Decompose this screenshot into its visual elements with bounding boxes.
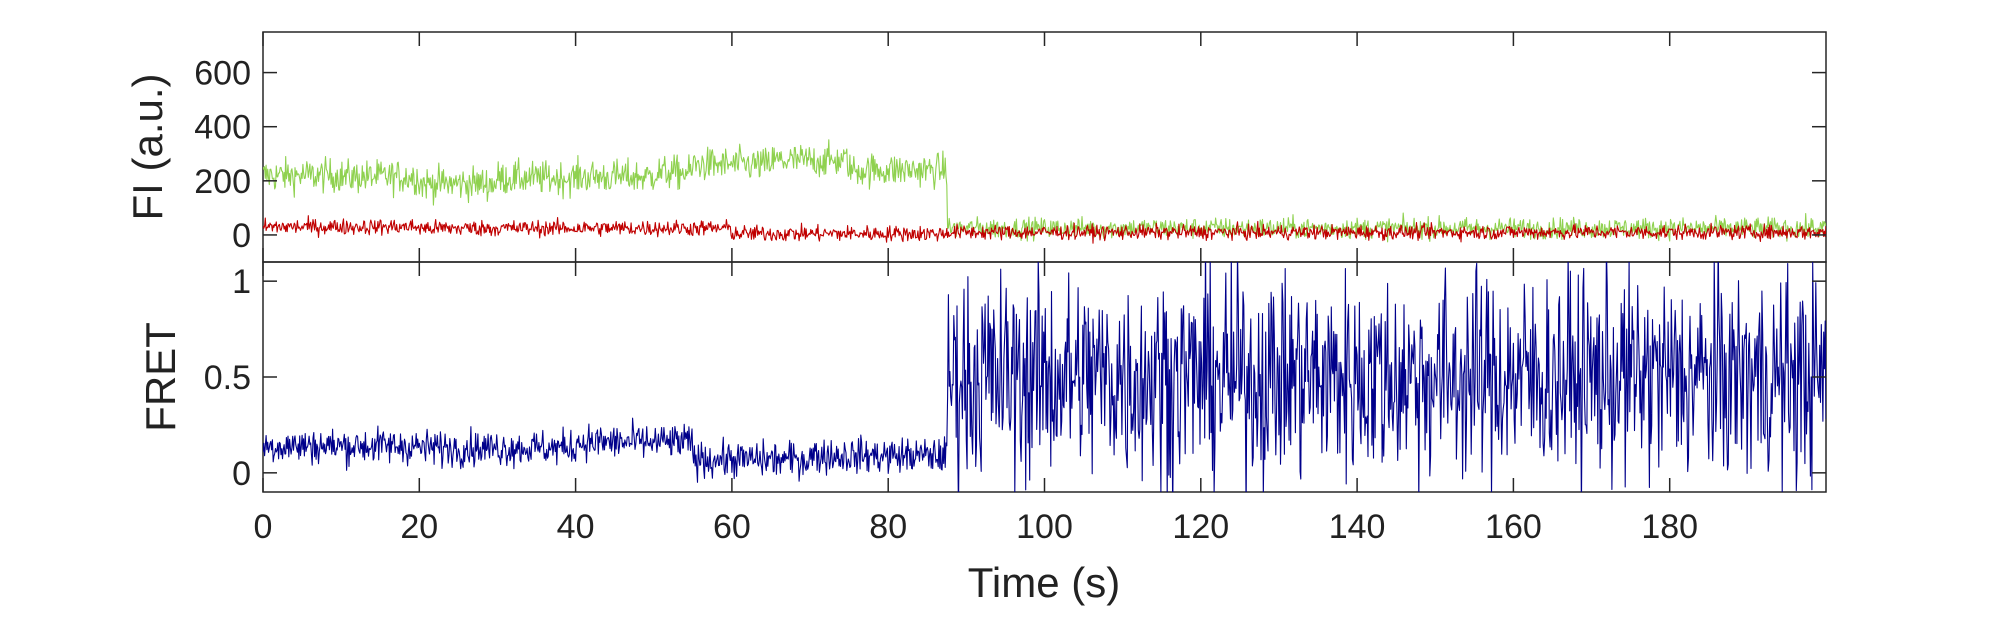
fluorescence-traces [263,139,1826,244]
x-tick-label: 100 [1016,508,1073,546]
x-tick-label: 80 [869,508,907,546]
y-tick-label: 0 [232,455,251,493]
trace-line-1-0 [263,262,1826,492]
y-tick-label: 0 [232,217,251,255]
fret-y-ticks: 00.51 [204,263,1826,493]
fret-y-axis-label: FRET [137,322,184,432]
y-tick-label: 1 [232,263,251,301]
fret-traces [263,262,1826,492]
fret-panel: 00.51 0 20 40 60 80 100 120 140 160 180 FRET Time… [137,32,1827,606]
x-tick-label: 120 [1172,508,1229,546]
fluorescence-y-axis-label: FI (a.u.) [124,73,171,220]
time-x-axis-label: Time (s) [968,559,1120,606]
fluorescence-panel: 0 200 400 600 FI (a.u.) [124,31,1827,263]
trace-line-0-1 [263,215,1826,244]
x-tick-label: 180 [1641,508,1698,546]
x-tick-label: 40 [557,508,595,546]
time-x-ticks: 0 20 40 60 80 100 120 140 160 180 [254,32,1698,546]
y-tick-label: 600 [194,55,251,93]
trace-line-0-0 [263,139,1826,243]
x-tick-label: 60 [713,508,751,546]
x-tick-label: 160 [1485,508,1542,546]
x-tick-label: 140 [1329,508,1386,546]
x-tick-label: 20 [400,508,438,546]
y-tick-label: 200 [194,163,251,201]
fluorescence-y-ticks: 0 200 400 600 [194,55,1826,255]
y-tick-label: 0.5 [204,359,251,397]
x-tick-label: 0 [254,508,273,546]
y-tick-label: 400 [194,109,251,147]
